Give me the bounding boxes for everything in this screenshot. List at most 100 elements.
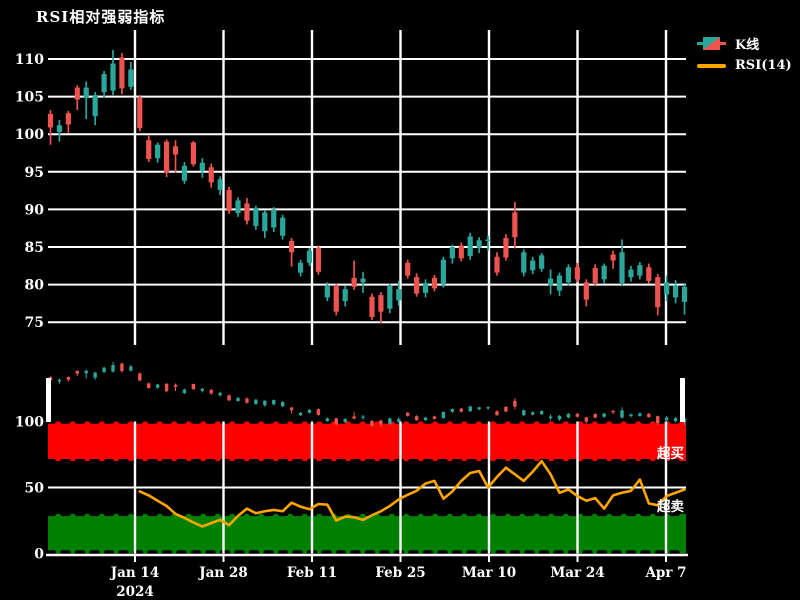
- candle-body-down[interactable]: [315, 247, 321, 272]
- candle-body-up[interactable]: [271, 209, 277, 228]
- candle-body-up[interactable]: [92, 95, 98, 117]
- candle-body-up[interactable]: [181, 165, 188, 181]
- nav-candle-body: [289, 407, 294, 411]
- candle-body-down[interactable]: [289, 240, 295, 253]
- candle-body-down[interactable]: [583, 282, 589, 300]
- candle-body-down[interactable]: [378, 295, 384, 312]
- candle-body-down[interactable]: [592, 268, 598, 284]
- navigator-right-handle[interactable]: [680, 378, 685, 422]
- navigator-left-handle[interactable]: [46, 378, 51, 422]
- candle-body-down[interactable]: [65, 113, 71, 125]
- candle-body-down[interactable]: [244, 203, 250, 221]
- candle-body-up[interactable]: [297, 262, 304, 273]
- candle-body-up[interactable]: [530, 260, 536, 271]
- nav-candle-body: [548, 416, 553, 419]
- candle-body-up[interactable]: [673, 285, 679, 298]
- candle-body-up[interactable]: [601, 265, 607, 280]
- candle-body-up[interactable]: [101, 74, 107, 93]
- nav-candle-body: [647, 413, 651, 418]
- candle-body-up[interactable]: [217, 179, 223, 190]
- candle-body-up[interactable]: [280, 217, 286, 236]
- candle-body-down[interactable]: [610, 254, 616, 261]
- candle-body-down[interactable]: [146, 140, 152, 160]
- candle-body-down[interactable]: [646, 267, 652, 281]
- rsi-line[interactable]: [138, 459, 686, 528]
- candle-body-up[interactable]: [83, 87, 89, 99]
- candle-body-down[interactable]: [163, 141, 170, 173]
- legend-item-rsi[interactable]: RSI(14): [697, 58, 792, 73]
- candle-body-up[interactable]: [556, 275, 563, 291]
- candle-body-down[interactable]: [458, 245, 464, 259]
- candle-body-down[interactable]: [172, 146, 179, 155]
- nav-candle-body: [93, 372, 97, 378]
- rsi-y-tick-label: 0: [34, 547, 44, 563]
- candle-body-up[interactable]: [681, 286, 688, 302]
- candle-body-down[interactable]: [351, 277, 357, 287]
- candle-body-down[interactable]: [74, 87, 80, 100]
- nav-candle-body: [557, 415, 562, 420]
- candle-body-up[interactable]: [476, 240, 482, 248]
- candle-body-up[interactable]: [565, 267, 572, 283]
- nav-candle-body: [245, 398, 249, 403]
- x-tick-label: Apr 7: [644, 565, 686, 581]
- candle-body-down[interactable]: [369, 296, 375, 317]
- main-y-tick-label: 90: [25, 202, 45, 218]
- candle-body-up[interactable]: [56, 125, 63, 132]
- candle-body-up[interactable]: [360, 278, 366, 283]
- candle-body-up[interactable]: [664, 282, 670, 295]
- rsi-y-tick-label: 100: [15, 415, 44, 431]
- legend-item-kline[interactable]: K线: [697, 36, 792, 53]
- candle-body-down[interactable]: [574, 267, 580, 280]
- candle-body-up[interactable]: [262, 212, 268, 232]
- candle-body-up[interactable]: [547, 278, 554, 286]
- candle-body-up[interactable]: [342, 289, 348, 302]
- candle-body-down[interactable]: [190, 142, 196, 165]
- nav-candle-body: [227, 395, 231, 401]
- candle-body-up[interactable]: [422, 283, 429, 293]
- nav-candle-body: [263, 400, 267, 406]
- candle-body-up[interactable]: [128, 69, 134, 87]
- candle-body-up[interactable]: [485, 239, 491, 241]
- candle-body-down[interactable]: [512, 212, 518, 238]
- rsi-line-legend-icon: [697, 63, 726, 68]
- nav-candle-body: [441, 412, 446, 418]
- candle-body-down[interactable]: [226, 189, 232, 211]
- candle-body-up[interactable]: [306, 250, 313, 263]
- nav-candle-body: [352, 416, 356, 419]
- candle-body-down[interactable]: [208, 167, 214, 183]
- main-y-tick-label: 95: [25, 165, 44, 181]
- candle-body-down[interactable]: [137, 98, 143, 129]
- candle-body-up[interactable]: [155, 144, 161, 159]
- candle-body-up[interactable]: [324, 286, 330, 298]
- candle-body-down[interactable]: [333, 286, 339, 312]
- candle-body-down[interactable]: [494, 256, 500, 273]
- candle-body-down[interactable]: [47, 113, 54, 128]
- candle-body-up[interactable]: [387, 286, 393, 309]
- nav-candle-body: [200, 388, 205, 391]
- candle-body-down[interactable]: [405, 262, 411, 276]
- candle-body-up[interactable]: [539, 255, 545, 269]
- candle-body-up[interactable]: [467, 236, 473, 257]
- candle-body-down[interactable]: [431, 277, 438, 289]
- candle-body-up[interactable]: [199, 162, 205, 172]
- candle-body-up[interactable]: [619, 252, 625, 284]
- candle-body-up[interactable]: [440, 259, 447, 285]
- candle-body-up[interactable]: [521, 252, 527, 273]
- candle-body-down[interactable]: [414, 277, 420, 294]
- candle-body-up[interactable]: [637, 265, 643, 276]
- candle-body-up[interactable]: [628, 269, 634, 278]
- candle-body-up[interactable]: [449, 247, 455, 259]
- candle-body-down[interactable]: [503, 237, 509, 258]
- candle-body-up[interactable]: [110, 63, 116, 91]
- nav-candle-body: [522, 410, 526, 416]
- nav-candle-body: [370, 420, 374, 426]
- rsi-y-tick-label: 50: [25, 481, 45, 497]
- candle-body-down[interactable]: [655, 277, 661, 308]
- candle-body-down[interactable]: [119, 57, 125, 89]
- nav-candle-body: [164, 383, 169, 392]
- main-y-tick-label: 105: [15, 90, 44, 106]
- candle-body-up[interactable]: [235, 200, 241, 214]
- candle-body-up[interactable]: [396, 289, 402, 301]
- candle-body-up[interactable]: [253, 207, 259, 226]
